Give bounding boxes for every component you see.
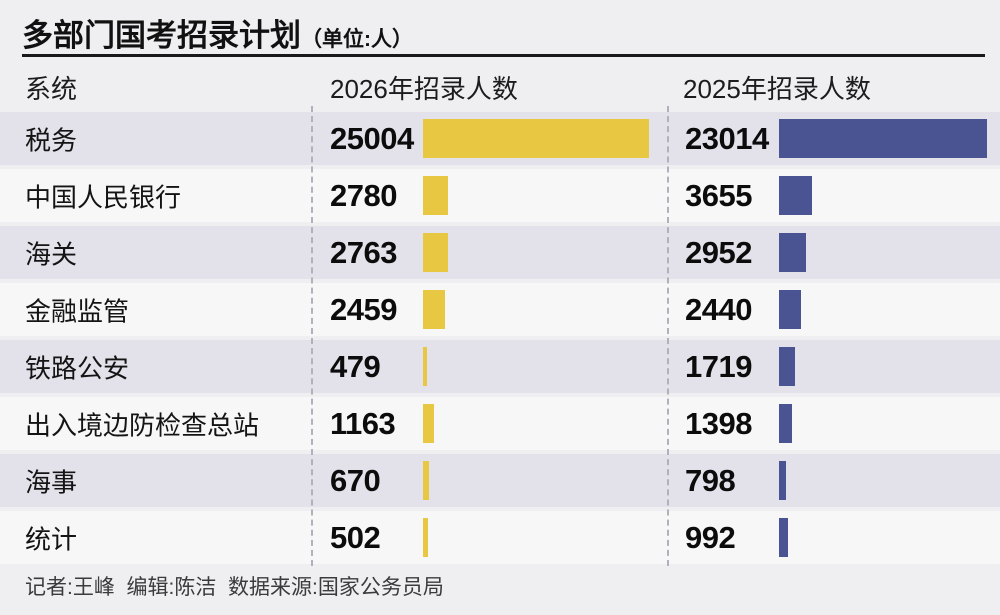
value-2026: 25004	[330, 120, 414, 156]
value-2026: 2459	[330, 291, 397, 327]
table-row: 统计 502 992	[0, 511, 1000, 564]
table-row: 铁路公安 479 1719	[0, 340, 1000, 393]
column-header-2026: 2026年招录人数	[330, 74, 518, 104]
bar-2025	[779, 233, 806, 272]
value-2026: 479	[330, 348, 381, 384]
table-row: 海事 670 798	[0, 454, 1000, 507]
bar-2026	[423, 290, 445, 329]
bar-2025	[779, 347, 795, 386]
page-title: 多部门国考招录计划（单位:人）	[22, 10, 413, 55]
bar-2026	[423, 404, 434, 443]
bar-2025	[779, 290, 801, 329]
row-label: 铁路公安	[25, 353, 130, 383]
value-2026: 2780	[330, 177, 397, 213]
column-header-2025: 2025年招录人数	[683, 74, 871, 104]
value-2026: 2763	[330, 234, 397, 270]
table-row: 出入境边防检查总站 1163 1398	[0, 397, 1000, 450]
row-label: 金融监管	[25, 296, 130, 326]
row-label: 中国人民银行	[25, 182, 182, 212]
page-title-main: 多部门国考招录计划	[22, 18, 301, 53]
bar-2026	[423, 518, 428, 557]
value-2025: 992	[685, 519, 736, 555]
value-2026: 1163	[330, 405, 396, 441]
value-2026: 502	[330, 519, 381, 555]
bar-2025	[779, 518, 788, 557]
table-row: 海关 2763 2952	[0, 226, 1000, 279]
row-label: 统计	[25, 524, 78, 554]
value-2025: 23014	[685, 120, 769, 156]
bar-2026	[423, 233, 448, 272]
page-title-unit: （单位:人）	[301, 28, 413, 51]
table-row: 中国人民银行 2780 3655	[0, 169, 1000, 222]
value-2025: 3655	[685, 177, 752, 213]
dashed-divider-left	[311, 106, 313, 566]
title-underline	[22, 54, 985, 57]
bar-2025	[779, 461, 786, 500]
value-2025: 2440	[685, 291, 752, 327]
table-row: 金融监管 2459 2440	[0, 283, 1000, 336]
bar-2026	[423, 176, 448, 215]
bar-2025	[779, 176, 812, 215]
column-header-system: 系统	[25, 74, 78, 104]
value-2025: 1719	[685, 348, 752, 384]
dashed-divider-right	[667, 106, 669, 566]
value-2025: 1398	[685, 405, 752, 441]
value-2025: 2952	[685, 234, 752, 270]
bar-2025	[779, 119, 987, 158]
bar-2026	[423, 461, 429, 500]
footer-credits: 记者:王峰 编辑:陈洁 数据来源:国家公务员局	[25, 576, 444, 599]
row-label: 海关	[25, 239, 78, 269]
row-label: 税务	[25, 125, 78, 155]
bar-2026	[423, 347, 427, 386]
row-label: 出入境边防检查总站	[25, 410, 260, 440]
row-label: 海事	[25, 467, 78, 497]
value-2025: 798	[685, 462, 736, 498]
bar-2026	[423, 119, 649, 158]
bar-2025	[779, 404, 792, 443]
value-2026: 670	[330, 462, 381, 498]
table-row: 税务 25004 23014	[0, 112, 1000, 165]
